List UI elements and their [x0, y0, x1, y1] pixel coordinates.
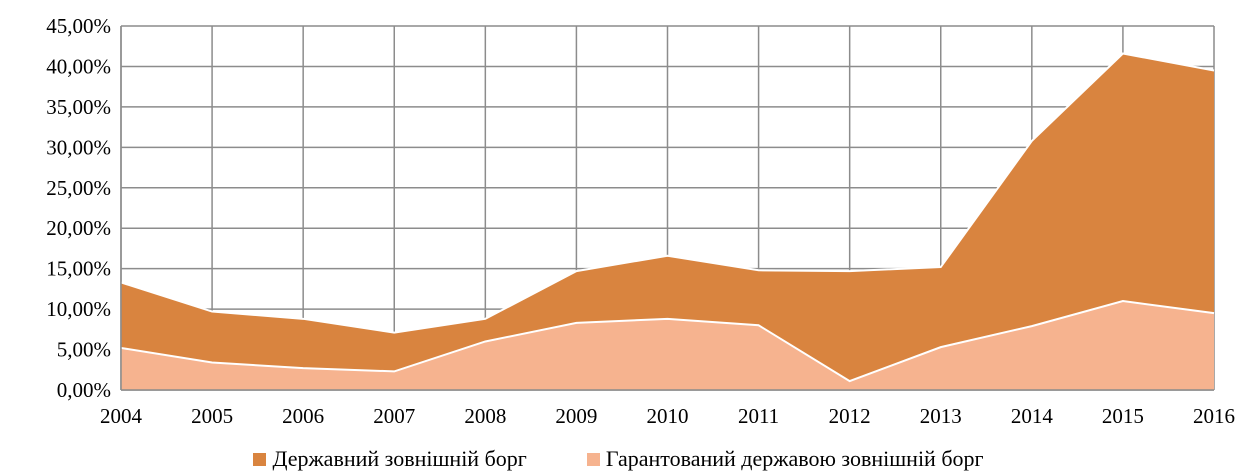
axes — [120, 26, 1214, 391]
x-tick-label: 2004 — [100, 404, 143, 428]
line-guaranteed-debt — [120, 300, 1215, 383]
x-tick-label: 2005 — [191, 404, 233, 428]
y-tick-label: 20,00% — [46, 216, 111, 240]
x-tick-label: 2009 — [555, 404, 597, 428]
y-tick-label: 15,00% — [46, 257, 111, 281]
x-tick-label: 2014 — [1011, 404, 1054, 428]
legend: Державний зовнішній борг Гарантований де… — [0, 444, 1237, 474]
legend-swatch — [586, 452, 600, 466]
legend-item-guaranteed-debt: Гарантований державою зовнішній борг — [586, 446, 984, 472]
x-axis-ticks: 2004 2005 2006 2007 2008 2009 2010 2011 2012 2013… — [100, 404, 1235, 428]
legend-label: Гарантований державою зовнішній борг — [605, 446, 984, 471]
series-areas — [120, 52, 1215, 390]
y-tick-label: 35,00% — [46, 95, 111, 119]
area-chart: 0,00% 5,00% 10,00% 15,00% 20,00% 25,00% 30,00%… — [46, 14, 1235, 428]
x-tick-label: 2013 — [920, 404, 962, 428]
y-tick-label: 40,00% — [46, 54, 111, 78]
y-tick-label: 30,00% — [46, 135, 111, 159]
x-tick-label: 2006 — [282, 404, 324, 428]
legend-label: Державний зовнішній борг — [272, 446, 527, 471]
x-tick-label: 2016 — [1193, 404, 1235, 428]
area-state-debt — [121, 53, 1214, 382]
line-total-debt — [120, 52, 1215, 334]
y-tick-label: 25,00% — [46, 176, 111, 200]
legend-item-state-debt: Державний зовнішній борг — [253, 446, 527, 472]
area-guaranteed-debt — [121, 301, 1214, 390]
x-tick-label: 2012 — [829, 404, 871, 428]
x-tick-label: 2007 — [373, 404, 415, 428]
x-tick-label: 2011 — [738, 404, 779, 428]
x-tick-label: 2008 — [464, 404, 506, 428]
x-tick-label: 2015 — [1102, 404, 1144, 428]
x-tick-label: 2010 — [647, 404, 689, 428]
y-axis-ticks: 0,00% 5,00% 10,00% 15,00% 20,00% 25,00% 30,00%… — [46, 14, 111, 402]
y-tick-label: 0,00% — [57, 378, 111, 402]
y-tick-label: 45,00% — [46, 14, 111, 38]
y-tick-label: 10,00% — [46, 297, 111, 321]
y-tick-label: 5,00% — [57, 338, 111, 362]
legend-swatch — [253, 452, 267, 466]
